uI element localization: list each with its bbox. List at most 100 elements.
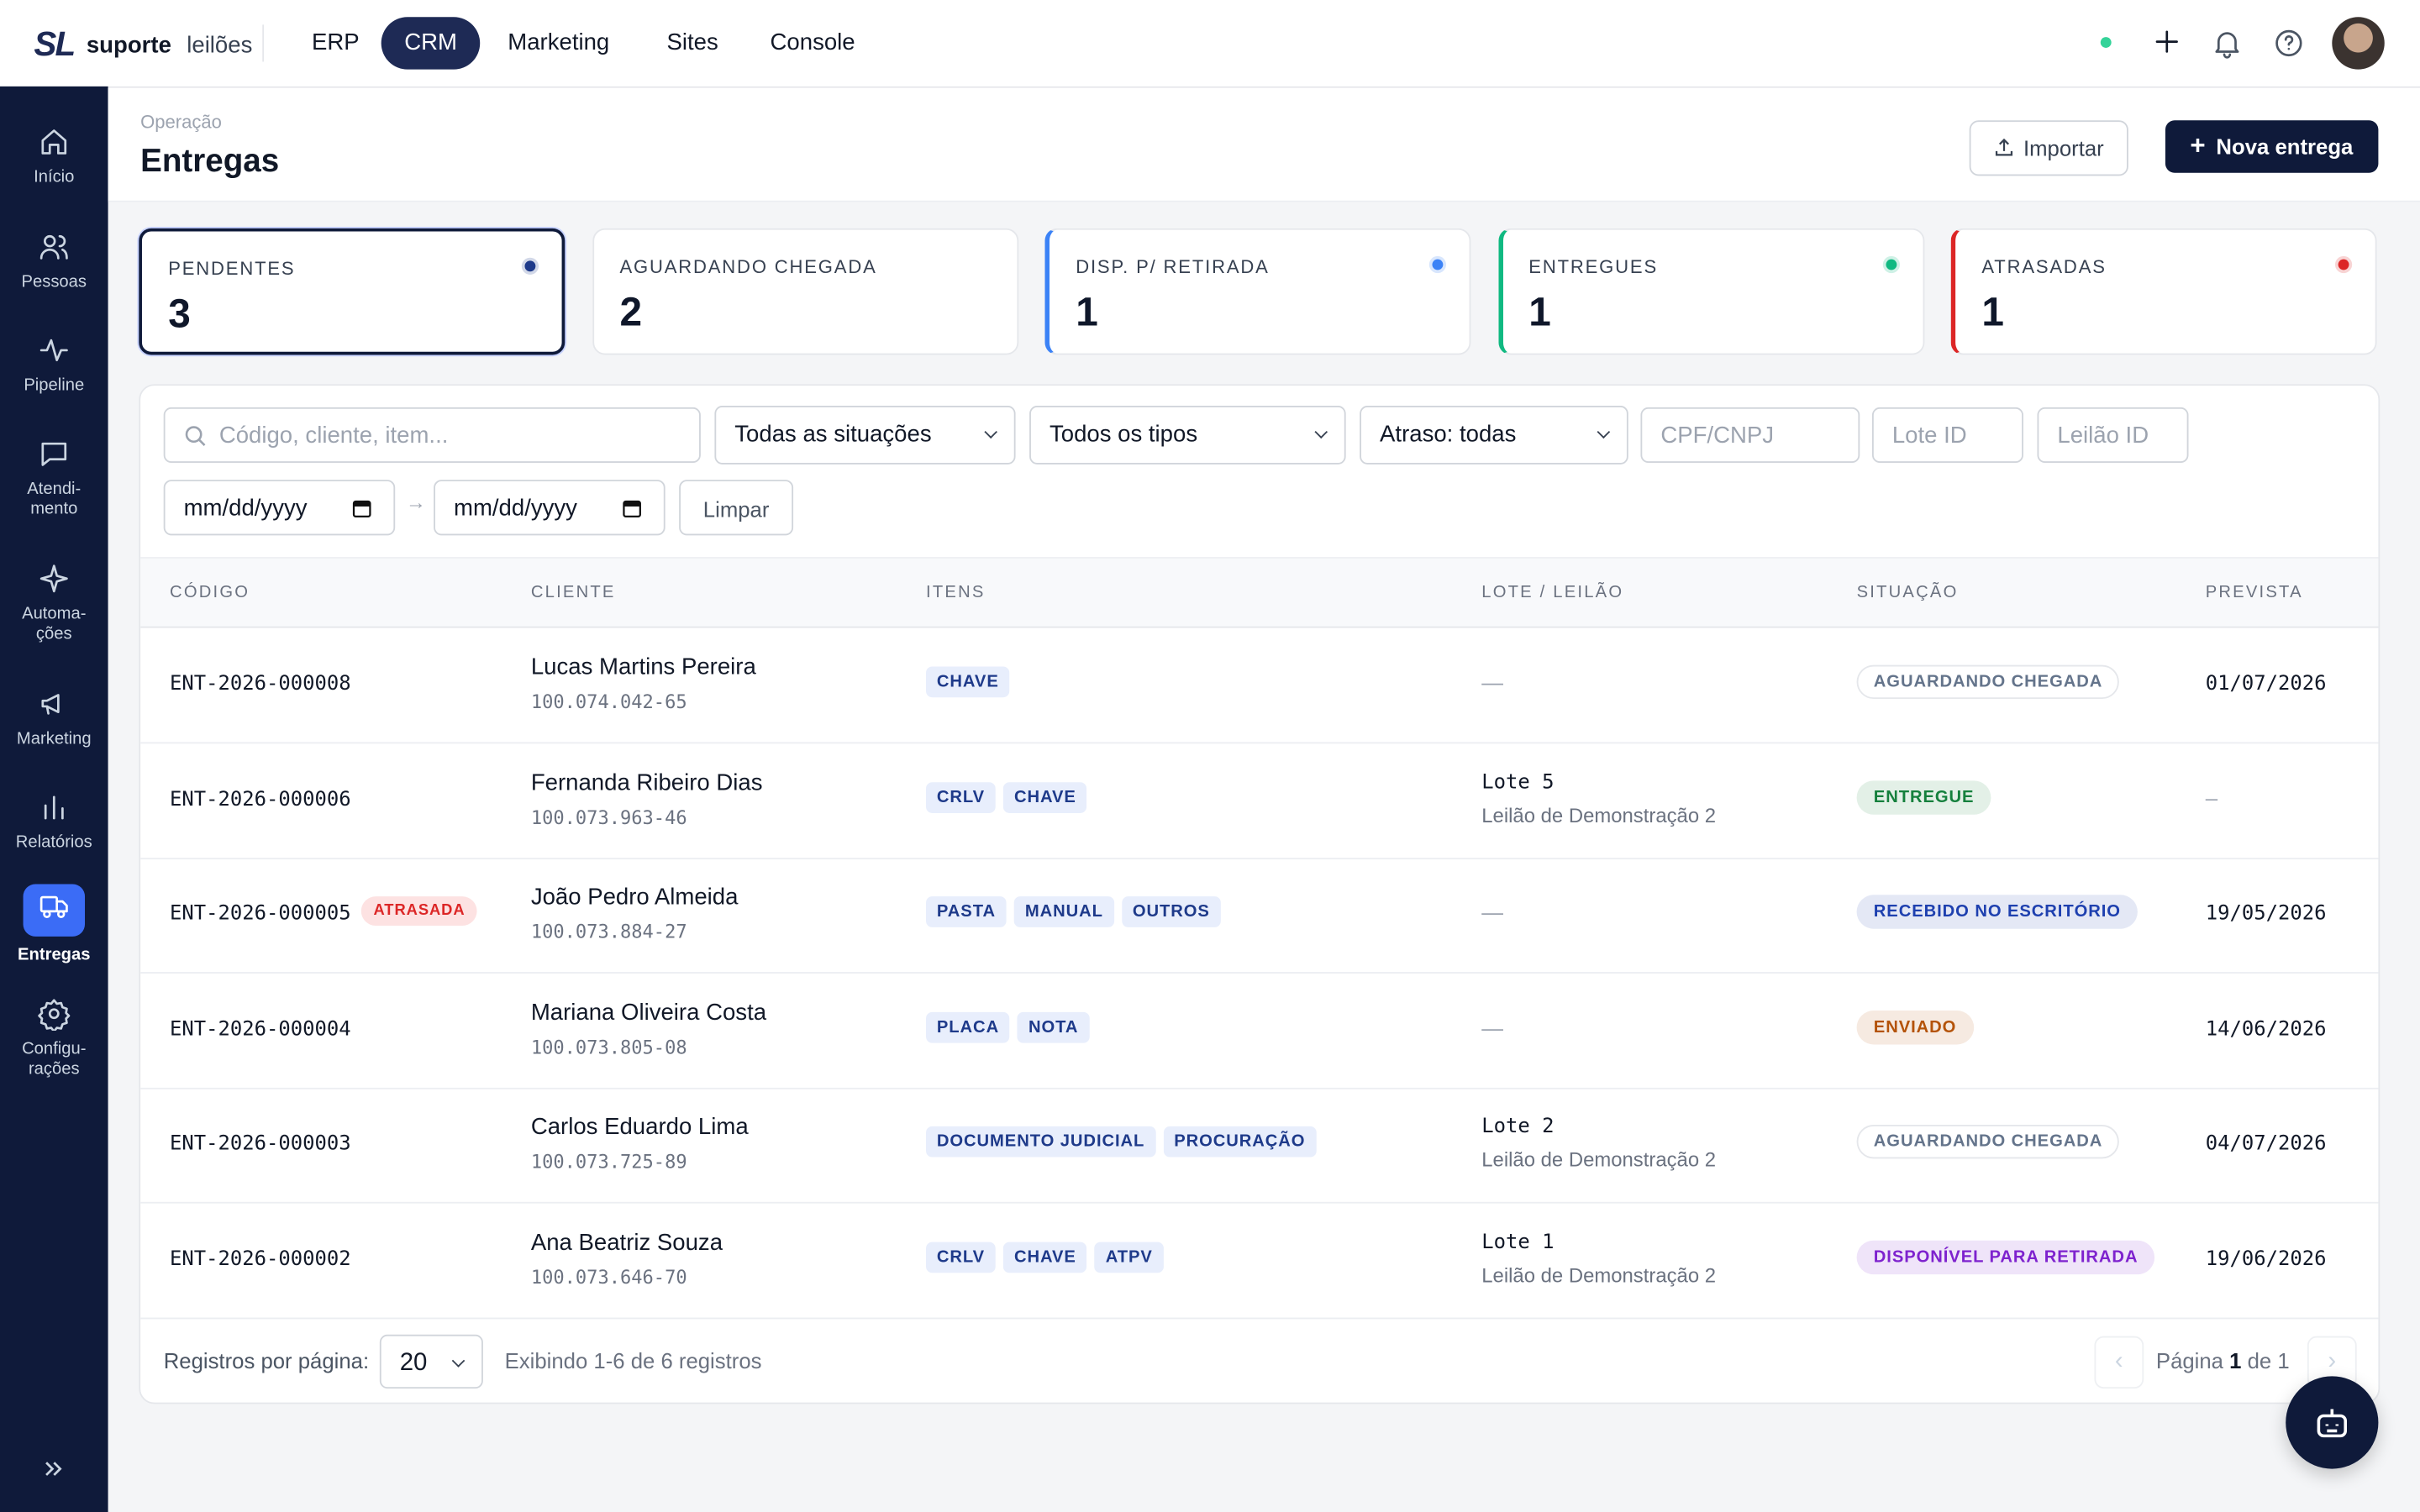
assistant-button[interactable] xyxy=(2286,1376,2379,1469)
status-pill: ENTREGUE xyxy=(1856,780,1991,815)
sidebar-label: Relatórios xyxy=(15,832,92,852)
stat-card[interactable]: PENDENTES 3 xyxy=(139,228,566,355)
user-avatar[interactable] xyxy=(2332,17,2385,70)
leilao-input[interactable]: Leilão ID xyxy=(2037,407,2189,464)
sidebar-item[interactable]: Pipeline xyxy=(0,333,108,396)
list-panel: Código, cliente, item... Todas as situaçõ… xyxy=(139,384,2381,1404)
table-header: CÓDIGO CLIENTE ITENS LOTE / LEILÃO SITUAÇÃO P… xyxy=(140,557,2379,628)
table-row[interactable]: ENT-2026-000008 Lucas Martins Pereira 100.… xyxy=(140,627,2379,744)
lote: Lote 1 xyxy=(1481,1231,1555,1255)
due-date: 04/07/2026 xyxy=(2205,1132,2327,1157)
top-nav-item[interactable]: ERP xyxy=(312,29,360,56)
stat-card[interactable]: DISP. P/ RETIRADA 1 xyxy=(1044,228,1471,355)
column-header: CLIENTE xyxy=(530,583,616,602)
prev-page[interactable]: ‹ xyxy=(2094,1336,2144,1389)
sidebar-item[interactable]: Atendi-mento xyxy=(0,437,108,520)
leilao: Leilão de Demonstração 2 xyxy=(1481,1148,1717,1172)
sidebar-label: Início xyxy=(34,168,75,187)
sidebar-item[interactable]: Automa-ções xyxy=(0,562,108,645)
per-page-select[interactable]: 20 xyxy=(379,1334,483,1389)
delay-select[interactable]: Atraso: todas xyxy=(1360,406,1628,465)
client-doc: 100.073.884-27 xyxy=(530,921,687,943)
stat-value: 2 xyxy=(619,288,643,335)
item-tag: NOTA xyxy=(1018,1011,1090,1043)
add-button[interactable] xyxy=(2150,24,2184,66)
breadcrumb: Operação xyxy=(140,111,222,133)
sidebar-item[interactable]: Entregas xyxy=(0,884,108,965)
table-row[interactable]: ENT-2026-000005 ATRASADA João Pedro Almeid… xyxy=(140,857,2379,974)
sidebar-icon xyxy=(0,437,108,470)
date-to[interactable]: mm/dd/yyyy xyxy=(434,480,666,536)
type-select[interactable]: Todos os tipos xyxy=(1029,406,1346,465)
client-name: Ana Beatriz Souza xyxy=(530,1229,723,1257)
notifications-button[interactable] xyxy=(2210,26,2244,68)
import-label: Importar xyxy=(2023,135,2104,161)
top-nav-item[interactable]: Marketing xyxy=(508,29,610,56)
situation-select[interactable]: Todas as situações xyxy=(714,406,1016,465)
sidebar-item[interactable]: Pessoas xyxy=(0,230,108,293)
help-button[interactable] xyxy=(2272,26,2306,68)
late-flag: ATRASADA xyxy=(360,896,478,927)
column-header: ITENS xyxy=(926,583,986,602)
table-row[interactable]: ENT-2026-000006 Fernanda Ribeiro Dias 100.… xyxy=(140,742,2379,859)
item-tag: CRLV xyxy=(926,1242,996,1273)
divider xyxy=(262,24,265,62)
lote: — xyxy=(1481,669,1503,695)
sidebar-label: Automa- xyxy=(22,605,87,624)
lote: — xyxy=(1481,1015,1503,1040)
date-arrow: → xyxy=(406,491,426,514)
item-tag: PLACA xyxy=(926,1011,1010,1043)
top-nav-item[interactable]: CRM xyxy=(381,17,481,70)
new-label: Nova entrega xyxy=(2216,134,2354,160)
stat-label: ENTREGUES xyxy=(1528,255,1658,278)
column-header: PREVISTA xyxy=(2205,583,2303,602)
sidebar-icon xyxy=(0,790,108,823)
item-tag: CHAVE xyxy=(1003,1242,1087,1273)
top-nav-item[interactable]: Sites xyxy=(666,29,718,56)
due-date: 19/05/2026 xyxy=(2205,902,2327,927)
page-title: Entregas xyxy=(140,143,280,180)
sidebar-item[interactable]: Início xyxy=(0,125,108,188)
stat-value: 1 xyxy=(1981,288,2004,335)
client-name: Fernanda Ribeiro Dias xyxy=(530,769,763,796)
item-tag: CHAVE xyxy=(926,666,1010,698)
sidebar-item[interactable]: Configu-rações xyxy=(0,997,108,1080)
sidebar-expand[interactable] xyxy=(40,1457,65,1489)
sidebar-label: Pessoas xyxy=(21,273,87,292)
sidebar-label: mento xyxy=(30,500,78,519)
table-row[interactable]: ENT-2026-000003 Carlos Eduardo Lima 100.07… xyxy=(140,1087,2379,1205)
stat-card[interactable]: ENTREGUES 1 xyxy=(1497,228,1924,355)
due-date: 19/06/2026 xyxy=(2205,1247,2327,1272)
table-row[interactable]: ENT-2026-000002 Ana Beatriz Souza 100.073.… xyxy=(140,1202,2379,1320)
sidebar-icon xyxy=(0,333,108,367)
stat-label: ATRASADAS xyxy=(1981,255,2107,278)
stat-card[interactable]: AGUARDANDO CHEGADA 2 xyxy=(592,228,1018,355)
page-prefix: Página xyxy=(2155,1348,2223,1373)
sidebar-item[interactable]: Relatórios xyxy=(0,790,108,853)
sidebar-label: Atendi- xyxy=(27,480,82,499)
lote-input[interactable]: Lote ID xyxy=(1871,407,2023,464)
stat-dot xyxy=(524,260,536,272)
top-nav-item[interactable]: Console xyxy=(770,29,855,56)
sidebar-icon xyxy=(0,125,108,159)
sidebar-icon xyxy=(23,884,86,937)
search-input[interactable]: Código, cliente, item... xyxy=(163,407,701,464)
sidebar-item[interactable]: Marketing xyxy=(0,686,108,749)
brand-name: suporte xyxy=(86,32,171,59)
cpf-input[interactable]: CPF/CNPJ xyxy=(1640,407,1860,464)
table-row[interactable]: ENT-2026-000004 Mariana Oliveira Costa 100… xyxy=(140,972,2379,1089)
item-tag: CRLV xyxy=(926,781,996,813)
stat-card[interactable]: ATRASADAS 1 xyxy=(1950,228,2377,355)
due-date: — xyxy=(2205,787,2218,811)
brand-logo: SL xyxy=(34,24,76,64)
client-name: Carlos Eduardo Lima xyxy=(530,1114,749,1142)
status-pill: ENVIADO xyxy=(1856,1010,1974,1045)
clear-button[interactable]: Limpar xyxy=(679,480,794,536)
leilao: Leilão de Demonstração 2 xyxy=(1481,1263,1717,1287)
date-from[interactable]: mm/dd/yyyy xyxy=(163,480,396,536)
new-button[interactable]: + Nova entrega xyxy=(2165,120,2378,173)
import-button[interactable]: Importar xyxy=(1969,120,2129,176)
page-current: 1 xyxy=(2229,1348,2242,1373)
